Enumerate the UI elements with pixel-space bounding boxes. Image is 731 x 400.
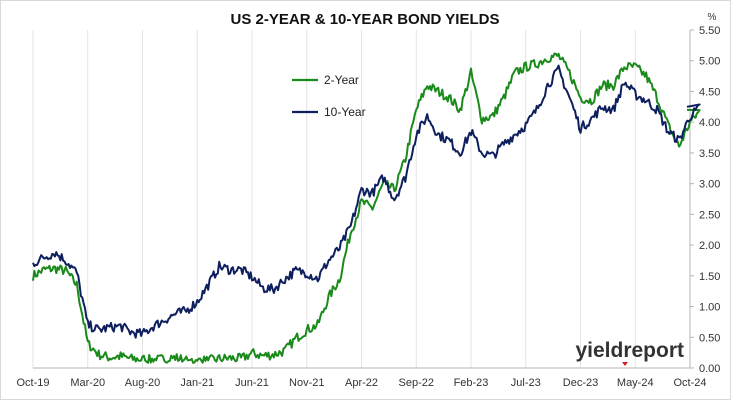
yieldreport-logo: yieldreport <box>575 339 684 362</box>
x-tick-label: Oct-19 <box>16 377 49 389</box>
y-tick-label: 0.00 <box>699 363 720 375</box>
y-tick-label: 2.50 <box>699 209 720 221</box>
legend-label: 2-Year <box>324 73 359 87</box>
series-lines <box>32 52 701 364</box>
y-axis-unit-label: % <box>708 12 717 23</box>
series-line-2-year <box>32 52 701 364</box>
y-tick-label: 3.50 <box>699 148 720 160</box>
chart-title: US 2-YEAR & 10-YEAR BOND YIELDS <box>231 11 500 28</box>
x-tick-label: May-24 <box>617 377 654 389</box>
x-tick-label: Sep-22 <box>399 377 434 389</box>
y-tick-label: 4.50 <box>699 86 720 98</box>
y-tick-label: 5.50 <box>699 25 720 37</box>
y-tick-label: 5.00 <box>699 56 720 68</box>
watermark-logo: yieldreport <box>575 339 684 366</box>
y-tick-label: 3.00 <box>699 179 720 191</box>
x-tick-label: Dec-23 <box>563 377 598 389</box>
logo-accent-icon <box>622 362 628 366</box>
x-tick-label: Oct-24 <box>673 377 706 389</box>
y-tick-label: 4.00 <box>699 117 720 129</box>
y-tick-label: 1.00 <box>699 302 720 314</box>
x-tick-label: Jun-21 <box>235 377 269 389</box>
x-tick-label: Jan-21 <box>180 377 214 389</box>
x-tick-label: Apr-22 <box>345 377 378 389</box>
x-tick-label: Aug-20 <box>125 377 160 389</box>
axes: Oct-19 Mar-20 Aug-20 Jan-21 Jun-21 Nov-21 Apr-… <box>16 25 720 389</box>
y-tick-label: 2.00 <box>699 240 720 252</box>
series-line-10-year <box>32 64 701 339</box>
x-tick-label: Mar-20 <box>70 377 105 389</box>
y-tick-label: 0.50 <box>699 332 720 344</box>
legend-label: 10-Year <box>324 105 366 119</box>
x-tick-label: Jul-23 <box>511 377 541 389</box>
y-tick-label: 1.50 <box>699 271 720 283</box>
x-tick-label: Feb-23 <box>454 377 489 389</box>
legend: 2-Year 10-Year <box>292 73 366 119</box>
x-tick-label: Nov-21 <box>289 377 324 389</box>
